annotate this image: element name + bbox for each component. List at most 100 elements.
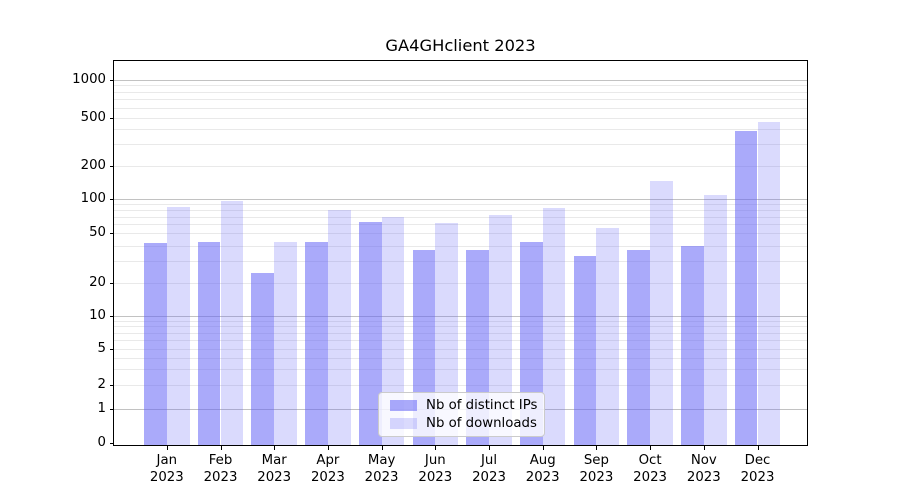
gridline-minor xyxy=(114,326,807,328)
x-tick-label: Jan 2023 xyxy=(149,453,184,485)
bar-jan-downloads xyxy=(166,207,190,445)
gridline-minor xyxy=(114,107,807,109)
y-tick-mark xyxy=(110,283,114,285)
bar-apr-downloads xyxy=(327,209,351,445)
y-tick-label: 0 xyxy=(97,435,106,451)
gridline-minor xyxy=(114,283,807,285)
gridline-minor xyxy=(114,245,807,247)
legend-label-distinct-ips: Nb of distinct IPs xyxy=(426,397,538,413)
bar-dec-downloads xyxy=(757,122,781,445)
bar-feb-distinct-ips xyxy=(197,241,221,445)
bar-jan-distinct-ips xyxy=(144,242,167,445)
gridline-minor xyxy=(114,385,807,387)
x-tick-mark xyxy=(596,446,598,450)
x-tick-label: Nov 2023 xyxy=(686,453,721,485)
gridline-major xyxy=(114,198,807,200)
y-tick-mark xyxy=(110,165,114,167)
y-tick-label: 200 xyxy=(80,157,106,173)
y-tick-mark xyxy=(110,79,114,81)
y-tick-mark xyxy=(110,233,114,235)
y-tick-label: 1000 xyxy=(72,71,106,87)
x-tick-label: Dec 2023 xyxy=(740,453,775,485)
gridline-minor xyxy=(114,340,807,341)
y-tick-mark xyxy=(110,408,114,410)
legend-entry-downloads: Nb of downloads xyxy=(390,415,537,434)
legend-entry-distinct-ips: Nb of distinct IPs xyxy=(390,396,538,415)
y-tick-mark xyxy=(110,348,114,350)
y-tick-label: 500 xyxy=(80,109,106,125)
gridline-minor xyxy=(114,203,807,205)
bar-mar-downloads xyxy=(274,241,297,445)
gridline-minor xyxy=(114,91,807,93)
x-tick-mark xyxy=(703,446,705,450)
x-tick-mark xyxy=(274,446,276,450)
y-tick-mark xyxy=(110,117,114,119)
x-tick-mark xyxy=(327,446,329,450)
gridline-minor xyxy=(114,332,807,334)
gridline-minor xyxy=(114,261,807,263)
gridline-minor xyxy=(114,369,807,370)
x-tick-mark xyxy=(650,446,652,450)
gridline-minor xyxy=(114,144,807,146)
gridline-minor xyxy=(114,165,807,167)
gridline-minor xyxy=(114,357,807,359)
y-tick-mark xyxy=(110,315,114,317)
x-tick-label: May 2023 xyxy=(364,453,399,485)
bar-jul-downloads xyxy=(489,215,512,445)
plot-area: 0 1 2 5 10 20 50 100 200 500 1000 Jan 2023 Feb 2023 Mar… xyxy=(72,60,808,485)
bar-nov-downloads xyxy=(703,195,727,445)
x-tick-label: Jun 2023 xyxy=(418,453,453,485)
bar-feb-downloads xyxy=(220,201,244,445)
x-tick-mark xyxy=(435,446,437,450)
gridline-minor xyxy=(114,117,807,119)
y-tick-label: 1 xyxy=(97,400,106,416)
y-tick-label: 20 xyxy=(89,275,106,291)
x-tick-label: Feb 2023 xyxy=(203,453,238,485)
bar-oct-downloads xyxy=(650,180,673,445)
x-tick-mark xyxy=(166,446,168,450)
gridline-minor xyxy=(114,233,807,235)
legend-label-downloads: Nb of downloads xyxy=(426,416,537,432)
bar-nov-distinct-ips xyxy=(681,245,704,445)
x-tick-label: Apr 2023 xyxy=(310,453,345,485)
bar-aug-downloads xyxy=(542,208,566,445)
y-tick-mark xyxy=(110,198,114,200)
x-tick-label: Sep 2023 xyxy=(579,453,614,485)
gridline-minor xyxy=(114,129,807,131)
bar-dec-distinct-ips xyxy=(734,131,758,445)
bar-oct-distinct-ips xyxy=(627,249,651,445)
gridline-minor xyxy=(114,348,807,350)
x-tick-mark xyxy=(381,446,383,450)
x-tick-label: Oct 2023 xyxy=(633,453,668,485)
gridline-major xyxy=(114,79,807,81)
gridline-minor xyxy=(114,320,807,322)
legend-swatch-distinct-ips xyxy=(390,399,417,411)
x-tick-label: Aug 2023 xyxy=(525,453,560,485)
bar-may-downloads xyxy=(381,216,405,445)
bar-mar-distinct-ips xyxy=(251,273,275,445)
chart-title: GA4GHclient 2023 xyxy=(385,36,536,55)
bar-sep-distinct-ips xyxy=(573,255,597,445)
y-tick-label: 10 xyxy=(89,307,106,323)
gridline-minor xyxy=(114,99,807,101)
x-tick-label: Mar 2023 xyxy=(257,453,292,485)
x-tick-mark xyxy=(757,446,759,450)
x-tick-mark xyxy=(542,446,544,450)
bar-apr-distinct-ips xyxy=(305,241,328,445)
y-tick-label: 5 xyxy=(97,340,106,356)
legend-swatch-downloads xyxy=(390,418,417,430)
y-tick-mark xyxy=(110,443,114,445)
x-tick-mark xyxy=(220,446,222,450)
y-tick-label: 50 xyxy=(89,225,106,241)
gridline-minor xyxy=(114,85,807,87)
y-tick-mark xyxy=(110,385,114,387)
gridline-minor xyxy=(114,224,807,226)
bar-may-distinct-ips xyxy=(358,221,382,445)
y-tick-label: 2 xyxy=(97,377,106,393)
bar-sep-downloads xyxy=(596,227,620,445)
y-tick-label: 100 xyxy=(80,190,106,206)
gridline-major xyxy=(114,315,807,317)
bar-jun-downloads xyxy=(435,222,459,445)
gridline-minor xyxy=(114,216,807,218)
